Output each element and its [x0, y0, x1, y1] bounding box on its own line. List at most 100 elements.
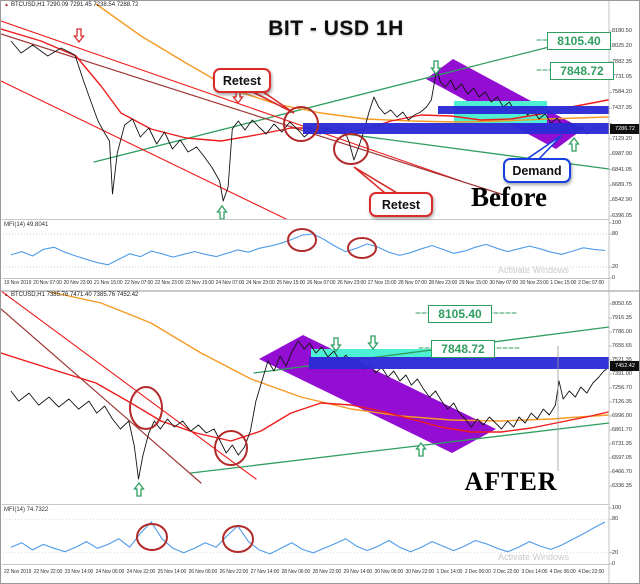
- y-tick-label: 7655.65: [612, 342, 632, 349]
- x-tick-label: 30 Nov 07:00: [489, 280, 519, 286]
- y-tick-label: 6987.90: [612, 151, 632, 158]
- mfi-tick-label: 0: [612, 560, 616, 567]
- y-tick-label: 6336.35: [612, 482, 632, 489]
- x-tick-label: 21 Nov 15:00: [93, 280, 123, 286]
- price-axis-bottom[interactable]: 8050.65 7916.35 7786.00 7655.65 7521.35 7391.…: [610, 1, 639, 583]
- x-tick-label: 27 Nov 14:00: [250, 569, 280, 575]
- symbol-icon: ▲: [4, 292, 9, 298]
- y-tick-label: 6396.05: [612, 212, 632, 219]
- x-tick-label: 22 Nov 07:00: [124, 280, 153, 286]
- mfi-indicator-label-top: MFI(14) 49.8041: [4, 222, 49, 228]
- retest-callout-2: Retest: [369, 192, 433, 217]
- y-tick-label: 6996.00: [612, 412, 632, 419]
- x-tick-label: 30 Nov 06:00: [374, 569, 404, 575]
- x-tick-label: 4 Dec 22:00: [578, 569, 604, 575]
- price-level-box-8105-top: 8105.40: [547, 32, 611, 50]
- stage-label-after: AFTER: [464, 467, 558, 496]
- price-level-box-7848-top: 7848.72: [550, 62, 614, 80]
- y-tick-label: 6597.05: [612, 454, 632, 461]
- x-tick-label: 22 Nov 23:00: [154, 280, 184, 286]
- mfi-indicator-label-bottom: MFI(14) 74.7322: [4, 507, 49, 513]
- time-axis-top[interactable]: 19 Nov 2019 20 Nov 07:00 20 Nov 23:00 21 No…: [4, 280, 604, 290]
- x-tick-label: 23 Nov 14:00: [64, 569, 94, 575]
- symbol-icon: ▲: [4, 2, 9, 8]
- time-axis-bottom[interactable]: 22 Nov 2019 22 Nov 22:00 23 Nov 14:00 24 No…: [4, 569, 604, 579]
- x-tick-label: 20 Nov 23:00: [63, 280, 93, 286]
- chart-heading: BIT - USD 1H: [268, 17, 404, 40]
- x-tick-label: 28 Nov 06:00: [281, 569, 311, 575]
- x-tick-label: 4 Dec 06:00: [549, 569, 576, 575]
- y-tick-label: 7391.00: [612, 370, 632, 377]
- y-tick-label: 7126.35: [612, 398, 632, 405]
- y-tick-label: 7584.20: [612, 89, 632, 96]
- price-level-box-8105-bottom: 8105.40: [428, 305, 492, 323]
- y-tick-label: 7256.70: [612, 384, 632, 391]
- x-tick-label: 30 Nov 23:00: [519, 280, 549, 286]
- window-title-text: BTCUSD,H1 7385.76 7471.40 7385.76 7452.4…: [10, 292, 139, 298]
- y-tick-label: 7916.35: [612, 314, 632, 321]
- x-tick-label: 2 Dec 06:00: [464, 569, 491, 575]
- y-tick-label: 6466.70: [612, 468, 632, 475]
- x-tick-label: 1 Dec 15:00: [550, 280, 577, 286]
- y-tick-label: 8050.65: [612, 300, 632, 307]
- current-price-tag-top: 7286.72: [610, 124, 639, 134]
- y-tick-label: 6731.35: [612, 440, 632, 447]
- x-tick-label: 25 Nov 14:00: [157, 569, 187, 575]
- x-tick-label: 24 Nov 22:00: [126, 569, 156, 575]
- x-tick-label: 22 Nov 22:00: [33, 569, 63, 575]
- x-tick-label: 30 Nov 22:00: [405, 569, 435, 575]
- x-tick-label: 26 Nov 07:00: [306, 280, 336, 286]
- y-tick-label: 7786.00: [612, 328, 632, 335]
- x-tick-label: 24 Nov 07:00: [215, 280, 245, 286]
- window-title-top: ▲ BTCUSD,H1 7290.09 7291.45 7238.54 7288…: [4, 2, 138, 8]
- x-tick-label: 26 Nov 23:00: [337, 280, 366, 286]
- x-tick-label: 2 Dec 07:00: [578, 280, 604, 286]
- x-tick-label: 26 Nov 22:00: [219, 569, 249, 575]
- mfi-tick-label: 0: [612, 274, 616, 281]
- y-tick-label: 7731.05: [612, 74, 632, 81]
- y-tick-label: 7129.20: [612, 135, 632, 142]
- mfi-tick-label: 20: [612, 549, 619, 556]
- retest-callout-1: Retest: [213, 68, 271, 93]
- x-tick-label: 22 Nov 2019: [4, 569, 32, 575]
- window-title-bottom: ▲ BTCUSD,H1 7385.76 7471.40 7385.76 7452…: [4, 292, 138, 298]
- x-tick-label: 26 Nov 06:00: [188, 569, 218, 575]
- y-tick-label: 6689.75: [612, 182, 632, 188]
- mfi-tick-label: 100: [612, 219, 622, 226]
- price-axis-top[interactable]: 8180.50 8025.20 7882.35 7731.05 7584.20 7437.…: [610, 1, 639, 583]
- y-tick-label: 7882.35: [612, 58, 632, 65]
- x-tick-label: 23 Nov 15:00: [185, 280, 214, 286]
- x-tick-label: 1 Dec 14:00: [436, 569, 463, 575]
- window-title-text: BTCUSD,H1 7290.09 7291.45 7238.54 7288.7…: [10, 2, 139, 8]
- x-tick-label: 25 Nov 15:00: [276, 280, 306, 286]
- x-tick-label: 24 Nov 06:00: [95, 569, 125, 575]
- mfi-tick-label: 80: [612, 230, 619, 237]
- x-tick-label: 27 Nov 15:00: [367, 280, 397, 286]
- y-tick-label: 8180.50: [612, 27, 632, 34]
- y-tick-label: 7437.35: [612, 104, 632, 111]
- x-tick-label: 24 Nov 23:00: [246, 280, 275, 286]
- x-tick-label: 28 Nov 07:00: [398, 280, 427, 286]
- price-level-box-7848-bottom: 7848.72: [431, 340, 495, 358]
- mfi-tick-label: 80: [612, 516, 619, 522]
- x-tick-label: 2 Dec 22:00: [493, 569, 519, 575]
- x-tick-label: 29 Nov 14:00: [343, 569, 373, 575]
- y-tick-label: 6542.90: [612, 197, 632, 204]
- mfi-tick-label: 20: [612, 263, 619, 270]
- x-tick-label: 28 Nov 22:00: [312, 569, 342, 575]
- y-tick-label: 8025.20: [612, 43, 632, 50]
- current-price-tag-bottom: 7452.42: [610, 361, 639, 371]
- x-tick-label: 29 Nov 15:00: [459, 280, 488, 286]
- y-tick-label: 6841.05: [612, 166, 632, 173]
- y-tick-label: 7521.35: [612, 356, 632, 363]
- y-tick-label: 6861.70: [612, 426, 632, 433]
- x-tick-label: 28 Nov 23:00: [428, 280, 458, 286]
- mfi-tick-label: 100: [612, 504, 622, 511]
- x-tick-label: 20 Nov 07:00: [33, 280, 62, 286]
- x-tick-label: 3 Dec 14:00: [521, 569, 548, 575]
- demand-callout: Demand: [503, 158, 571, 183]
- stage-label-before: Before: [471, 182, 547, 212]
- x-tick-label: 19 Nov 2019: [4, 280, 32, 286]
